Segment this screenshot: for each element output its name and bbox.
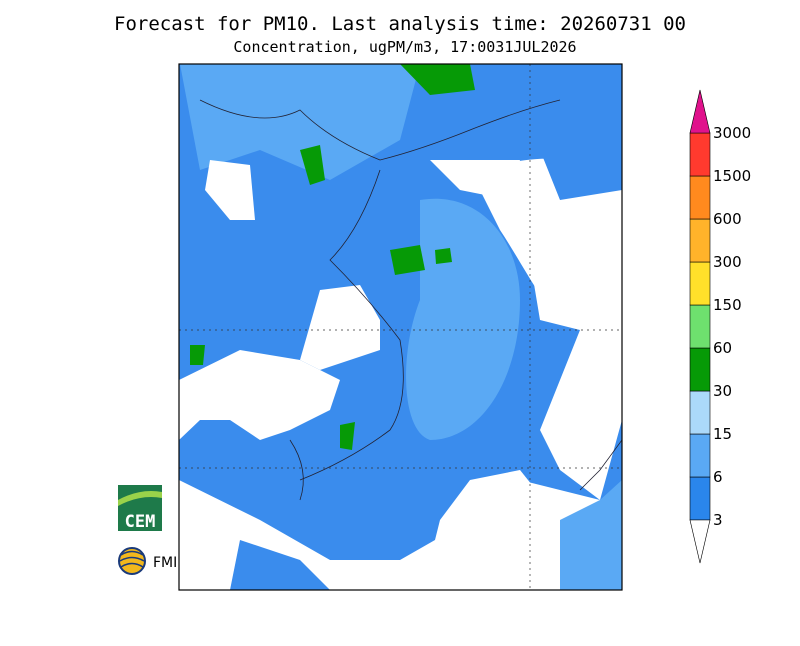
colorbar: 3 6 15 30 60 150 300 600 1500 3000 bbox=[689, 89, 751, 564]
colorbar-under bbox=[689, 519, 711, 564]
colorbar-over bbox=[689, 89, 711, 134]
colorbar-band bbox=[689, 476, 711, 521]
colorbar-label: 15 bbox=[713, 425, 732, 443]
title: Forecast for PM10. Last analysis time: 2… bbox=[114, 13, 686, 35]
fmi-logo: FMI bbox=[118, 547, 177, 575]
map bbox=[178, 63, 623, 591]
colorbar-label: 3000 bbox=[713, 124, 751, 142]
colorbar-band bbox=[689, 261, 711, 306]
cem-text: CEM bbox=[125, 512, 156, 532]
colorbar-band bbox=[689, 175, 711, 220]
cem-logo: CEM bbox=[118, 485, 162, 532]
colorbar-band bbox=[689, 390, 711, 435]
colorbar-band bbox=[689, 347, 711, 392]
colorbar-band bbox=[689, 433, 711, 478]
colorbar-label: 30 bbox=[713, 382, 732, 400]
colorbar-label: 300 bbox=[713, 253, 742, 271]
colorbar-label: 6 bbox=[713, 468, 723, 486]
colorbar-label: 150 bbox=[713, 296, 742, 314]
colorbar-label: 600 bbox=[713, 210, 742, 228]
subtitle: Concentration, ugPM/m3, 17:0031JUL2026 bbox=[233, 38, 576, 56]
fmi-text: FMI bbox=[153, 555, 177, 571]
colorbar-band bbox=[689, 218, 711, 263]
colorbar-label: 1500 bbox=[713, 167, 751, 185]
colorbar-label: 60 bbox=[713, 339, 732, 357]
colorbar-band bbox=[689, 304, 711, 349]
colorbar-band bbox=[689, 132, 711, 177]
colorbar-label: 3 bbox=[713, 511, 723, 529]
